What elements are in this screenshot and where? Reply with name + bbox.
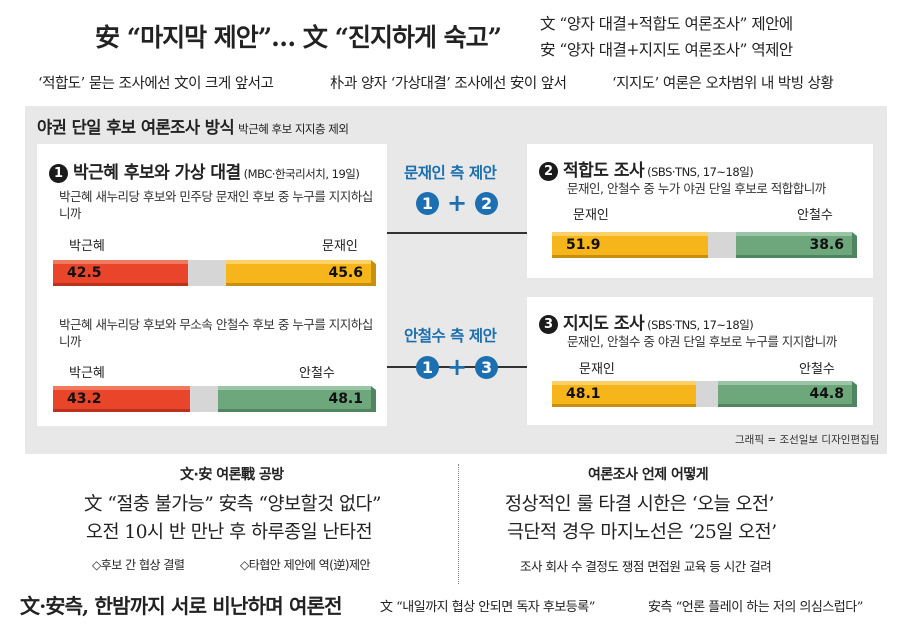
card3-title: 지지도 조사: [563, 314, 645, 334]
label-moon-3: 문재인: [579, 362, 615, 377]
bar-segment-yellow: [225, 260, 371, 286]
left-section-note1: ◇후보 간 협상 결렬: [92, 558, 185, 572]
right-section-note: 조사 회사 수 결정도 쟁점 면접원 교육 등 시간 걸려: [520, 559, 772, 574]
value-label: 48.1: [328, 391, 363, 407]
value-label: 48.1: [566, 386, 601, 402]
footer-quote-moon: 文 “내일까지 협상 안되면 독자 후보등록”: [380, 600, 595, 615]
left-section-note2: ◇타협안 제안에 역(逆)제안: [240, 558, 371, 572]
bar-segment-red: [53, 260, 189, 286]
bar-segment-green: [218, 386, 371, 412]
number-1-icon: 1: [49, 164, 68, 183]
number-3-icon: 3: [539, 315, 558, 334]
bar-segment-undecided: [188, 260, 226, 286]
right-section-line1: 정상적인 룰 타결 시한은 ‘오늘 오전’: [505, 494, 774, 515]
headline-right-line1: 文 “양자 대결+적합도 여론조사” 제안에: [540, 15, 793, 33]
label-moon-2: 문재인: [573, 208, 609, 223]
subhead-right: ‘지지도’ 여론은 오차범위 내 박빙 상황: [612, 76, 834, 92]
bar-segment-yellow: [552, 381, 697, 407]
connector-ahn: [387, 366, 527, 368]
card1-source: (MBC·한국리서치, 19일): [243, 167, 360, 181]
bar-park-vs-moon: 42.5 45.6: [53, 260, 376, 286]
number-2-icon: 2: [539, 162, 558, 181]
card-support-poll: 3 지지도 조사 (SBS·TNS, 17~18일) 문재인, 안철수 중 야권 단…: [527, 297, 873, 425]
ahn-proposal-combo: 1 +3: [416, 353, 499, 381]
card3-heading: 3 지지도 조사 (SBS·TNS, 17~18일): [539, 309, 754, 334]
bar-end-cap: [371, 260, 376, 286]
bar-segment-undecided: [707, 232, 737, 258]
right-section-title: 여론조사 언제 어떻게: [588, 467, 709, 483]
panel-title: 야권 단일 후보 여론조사 방식 박근혜 후보 지지층 제외: [37, 118, 349, 137]
bar-end-cap: [852, 232, 857, 258]
card3-question: 문재인, 안철수 중 야권 단일 후보로 누구를 지지합니까: [567, 334, 837, 349]
bar-segment-yellow: [552, 232, 708, 258]
card1-question2: 박근혜 새누리당 후보와 무소속 안철수 후보 중 누구를 지지하십니까: [59, 317, 373, 349]
left-section-title: 文·安 여론戰 공방: [180, 467, 284, 483]
value-label: 42.5: [67, 265, 102, 281]
value-label: 43.2: [67, 391, 102, 407]
footer-quote-ahn: 安측 “언론 플레이 하는 저의 의심스럽다”: [648, 600, 863, 615]
card2-title: 적합도 조사: [563, 161, 645, 181]
card-suitability-poll: 2 적합도 조사 (SBS·TNS, 17~18일) 문재인, 안철수 중 누가 야…: [527, 144, 873, 278]
headline-right-line2: 安 “양자 대결+지지도 여론조사” 역제안: [540, 41, 793, 59]
card2-heading: 2 적합도 조사 (SBS·TNS, 17~18일): [539, 156, 754, 181]
bar-park-vs-ahn: 43.2 48.1: [53, 386, 376, 412]
bar-segment-undecided: [696, 381, 718, 407]
value-label: 45.6: [328, 265, 363, 281]
number-2-blue-icon: 2: [475, 192, 499, 215]
label-ahn-2: 안철수: [797, 208, 833, 223]
ahn-proposal-title: 안철수 측 제안: [404, 327, 497, 345]
moon-proposal-title: 문재인 측 제안: [404, 164, 497, 182]
card3-source: (SBS·TNS, 17~18일): [647, 318, 754, 332]
plus-icon: +: [447, 353, 468, 381]
card1-question1: 박근혜 새누리당 후보와 민주당 문재인 후보 중 누구를 지지하십니까: [59, 189, 373, 221]
left-section-line1: 文 “절충 불가능” 安측 “양보할것 없다”: [84, 494, 381, 515]
bar-segment-green: [717, 381, 852, 407]
value-label: 51.9: [566, 237, 601, 253]
card2-source: (SBS·TNS, 17~18일): [647, 165, 754, 179]
bar-moon-vs-ahn-suitability: 51.9 38.6: [552, 232, 857, 258]
bar-moon-vs-ahn-support: 48.1 44.8: [552, 381, 857, 407]
subhead-mid: 朴과 양자 ‘가상대결’ 조사에선 安이 앞서: [330, 76, 567, 92]
section-divider: [458, 464, 459, 584]
footer-headline: 文·安측, 한밤까지 서로 비난하며 여론전: [20, 594, 343, 618]
bar-segment-undecided: [190, 386, 219, 412]
card1-title: 박근혜 후보와 가상 대결: [73, 163, 241, 183]
card-virtual-matchup: 1 박근혜 후보와 가상 대결 (MBC·한국리서치, 19일) 박근혜 새누리당 …: [37, 144, 387, 426]
number-1-blue-icon: 1: [416, 192, 439, 215]
headline: 安 “마지막 제안”… 文 “진지하게 숙고”: [95, 23, 502, 52]
label-ahn-1: 안철수: [299, 366, 335, 381]
label-ahn-3: 안철수: [799, 362, 835, 377]
graphic-credit: 그래픽 = 조선일보 디자인편집팀: [735, 434, 880, 446]
bar-end-cap: [371, 386, 376, 412]
number-1-blue-icon: 1: [416, 356, 439, 379]
left-section-line2: 오전 10시 반 만난 후 하루종일 난타전: [86, 522, 373, 543]
connector-moon: [387, 232, 527, 234]
bar-segment-red: [53, 386, 191, 412]
label-park-1: 박근혜: [69, 239, 105, 254]
label-moon-1: 문재인: [322, 239, 358, 254]
bar-segment-green: [736, 232, 852, 258]
value-label: 38.6: [809, 237, 844, 253]
bar-end-cap: [852, 381, 857, 407]
poll-method-panel: 야권 단일 후보 여론조사 방식 박근혜 후보 지지층 제외 1 박근혜 후보와 가…: [25, 106, 887, 454]
moon-proposal-combo: 1 +2: [416, 189, 499, 217]
panel-note: 박근혜 후보 지지층 제외: [238, 122, 349, 136]
subhead-left: ‘적합도’ 묻는 조사에선 文이 크게 앞서고: [38, 76, 274, 92]
plus-icon: +: [447, 189, 468, 217]
number-3-blue-icon: 3: [475, 356, 499, 379]
right-section-line2: 극단적 경우 마지노선은 ‘25일 오전’: [507, 522, 777, 543]
value-label: 44.8: [809, 386, 844, 402]
card1-heading: 1 박근혜 후보와 가상 대결 (MBC·한국리서치, 19일): [49, 158, 360, 183]
label-park-2: 박근혜: [69, 366, 105, 381]
card2-question: 문재인, 안철수 중 누가 야권 단일 후보로 적합합니까: [567, 181, 826, 196]
